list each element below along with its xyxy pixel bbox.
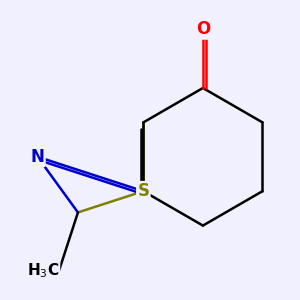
Text: S: S [137, 182, 149, 200]
Text: H$_3$C: H$_3$C [27, 261, 59, 280]
Text: O: O [196, 20, 210, 38]
Text: N: N [31, 148, 44, 166]
